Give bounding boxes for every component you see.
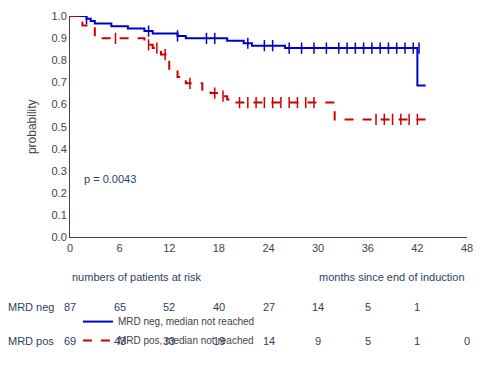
svg-text:0.6: 0.6 — [52, 98, 67, 110]
svg-text:33: 33 — [163, 335, 175, 347]
svg-text:30: 30 — [312, 242, 324, 254]
svg-text:MRD pos, median not reached: MRD pos, median not reached — [118, 335, 254, 346]
svg-text:0.9: 0.9 — [52, 32, 67, 44]
svg-text:1.0: 1.0 — [52, 10, 67, 22]
svg-text:24: 24 — [262, 242, 274, 254]
svg-text:0.7: 0.7 — [52, 76, 67, 88]
svg-text:0.2: 0.2 — [52, 187, 67, 199]
svg-text:0.8: 0.8 — [52, 54, 67, 66]
svg-text:52: 52 — [163, 301, 175, 313]
svg-text:5: 5 — [365, 335, 371, 347]
svg-text:14: 14 — [312, 301, 324, 313]
svg-text:0.5: 0.5 — [52, 121, 67, 133]
svg-text:69: 69 — [64, 335, 76, 347]
svg-text:5: 5 — [365, 301, 371, 313]
svg-text:0: 0 — [67, 242, 73, 254]
svg-text:0.1: 0.1 — [52, 209, 67, 221]
svg-text:14: 14 — [263, 335, 275, 347]
svg-text:months since end of induction: months since end of induction — [319, 271, 465, 283]
svg-text:18: 18 — [213, 242, 225, 254]
svg-text:40: 40 — [213, 301, 225, 313]
svg-text:0: 0 — [464, 335, 470, 347]
svg-text:9: 9 — [315, 335, 321, 347]
svg-text:probability: probability — [25, 99, 39, 154]
svg-text:65: 65 — [114, 301, 126, 313]
svg-text:0.3: 0.3 — [52, 165, 67, 177]
svg-text:87: 87 — [64, 301, 76, 313]
svg-text:0.4: 0.4 — [52, 143, 67, 155]
svg-text:MRD pos: MRD pos — [8, 335, 54, 347]
svg-text:1: 1 — [414, 301, 420, 313]
svg-text:0.0: 0.0 — [52, 231, 67, 243]
svg-text:43: 43 — [114, 335, 126, 347]
svg-text:19: 19 — [213, 335, 225, 347]
svg-text:12: 12 — [163, 242, 175, 254]
svg-text:1: 1 — [414, 335, 420, 347]
svg-text:48: 48 — [461, 242, 473, 254]
svg-text:numbers of patients at risk: numbers of patients at risk — [72, 271, 202, 283]
svg-text:p = 0.0043: p = 0.0043 — [84, 173, 136, 185]
svg-text:36: 36 — [362, 242, 374, 254]
svg-text:MRD neg, median not reached: MRD neg, median not reached — [118, 316, 254, 327]
svg-text:42: 42 — [411, 242, 423, 254]
svg-text:6: 6 — [117, 242, 123, 254]
svg-text:27: 27 — [263, 301, 275, 313]
svg-text:MRD neg: MRD neg — [8, 301, 54, 313]
